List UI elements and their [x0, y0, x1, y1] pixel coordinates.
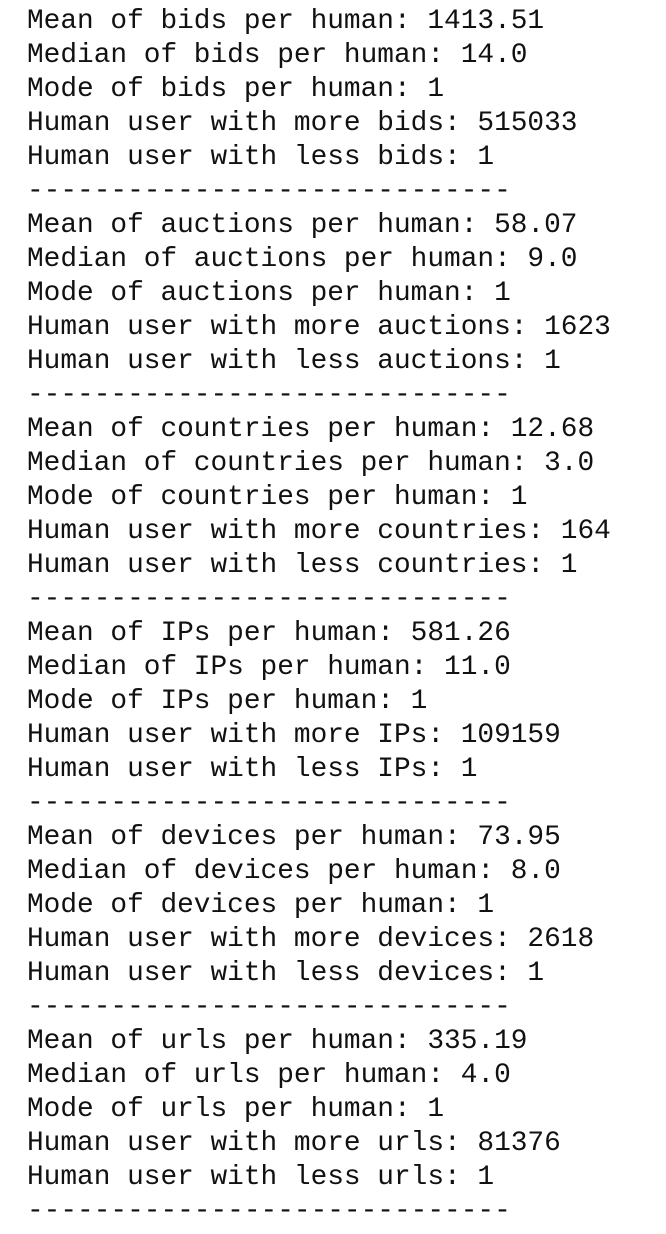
output-line: Median of auctions per human: 9.0: [27, 244, 578, 275]
output-line: Mode of bids per human: 1: [27, 74, 445, 105]
output-line: Human user with less bids: 1: [27, 142, 495, 173]
output-line: Mode of countries per human: 1: [27, 482, 528, 513]
output-line: Mode of IPs per human: 1: [27, 686, 428, 717]
output-line: Mode of devices per human: 1: [27, 890, 495, 921]
output-line: Mean of countries per human: 12.68: [27, 414, 595, 445]
output-line: Median of countries per human: 3.0: [27, 448, 595, 479]
output-line: -----------------------------: [27, 380, 511, 411]
output-line: Human user with more IPs: 109159: [27, 720, 561, 751]
output-line: Mean of urls per human: 335.19: [27, 1026, 528, 1057]
output-line: Mode of urls per human: 1: [27, 1094, 445, 1125]
output-line: Human user with more auctions: 1623: [27, 312, 611, 343]
output-line: -----------------------------: [27, 788, 511, 819]
output-line: Human user with more devices: 2618: [27, 924, 595, 955]
output-line: -----------------------------: [27, 992, 511, 1023]
output-line: Mean of IPs per human: 581.26: [27, 618, 511, 649]
output-line: Human user with less countries: 1: [27, 550, 578, 581]
output-line: Median of bids per human: 14.0: [27, 40, 528, 71]
output-line: Mode of auctions per human: 1: [27, 278, 511, 309]
output-line: -----------------------------: [27, 176, 511, 207]
output-line: Mean of devices per human: 73.95: [27, 822, 561, 853]
output-line: Human user with less devices: 1: [27, 958, 545, 989]
output-line: Human user with more urls: 81376: [27, 1128, 561, 1159]
output-line: Human user with less auctions: 1: [27, 346, 561, 377]
output-line: Human user with more bids: 515033: [27, 108, 578, 139]
output-line: Human user with more countries: 164: [27, 516, 611, 547]
output-line: Mean of bids per human: 1413.51: [27, 6, 545, 37]
output-line: Mean of auctions per human: 58.07: [27, 210, 578, 241]
output-line: Human user with less IPs: 1: [27, 754, 478, 785]
output-line: Median of IPs per human: 11.0: [27, 652, 511, 683]
output-line: -----------------------------: [27, 1196, 511, 1227]
console-output: Mean of bids per human: 1413.51 Median of…: [27, 5, 611, 1229]
output-line: -----------------------------: [27, 584, 511, 615]
output-line: Human user with less urls: 1: [27, 1162, 495, 1193]
output-line: Median of devices per human: 8.0: [27, 856, 561, 887]
output-line: Median of urls per human: 4.0: [27, 1060, 511, 1091]
